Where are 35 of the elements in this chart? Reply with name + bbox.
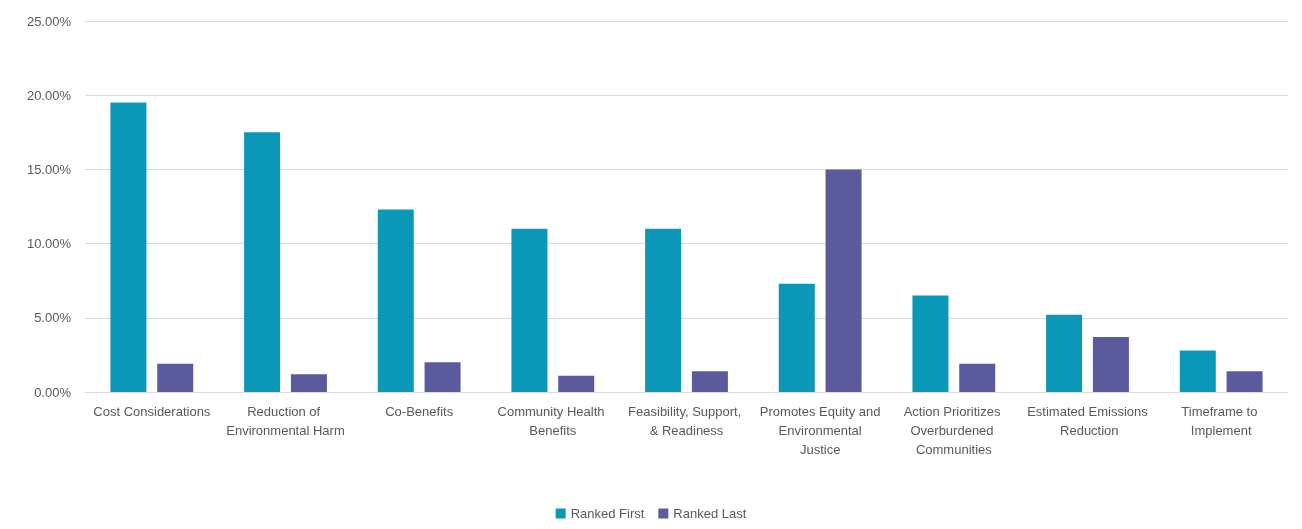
- y-tick-label: 20.00%: [26, 87, 72, 103]
- legend-label: Ranked Last: [673, 506, 747, 521]
- bar: [424, 362, 461, 392]
- x-tick-label: Community Health Benefits: [497, 404, 609, 438]
- x-tick-label: Timeframe to Implement: [1181, 404, 1262, 438]
- bar: [511, 228, 548, 392]
- x-tick-label: Feasibility, Support, & Readiness: [628, 404, 745, 438]
- bar: [1092, 337, 1129, 392]
- bar: [244, 132, 281, 392]
- bar: [157, 363, 194, 392]
- y-tick-label: 0.00%: [34, 384, 72, 400]
- y-tick-label: 15.00%: [26, 161, 72, 177]
- y-tick-label: 5.00%: [34, 310, 72, 326]
- x-tick-label: Promotes Equity and Environmental Justice: [759, 404, 881, 457]
- bar: [290, 374, 327, 392]
- bar: [959, 363, 996, 392]
- x-tick-label: Cost Considerations: [93, 404, 211, 419]
- bar: [377, 209, 414, 392]
- bar: [1179, 350, 1216, 392]
- legend-label: Ranked First: [570, 506, 645, 521]
- x-tick-label: Co-Benefits: [385, 404, 454, 419]
- bar: [645, 228, 682, 392]
- bar: [1046, 314, 1083, 392]
- bar: [1226, 371, 1263, 392]
- x-tick-label: Reduction of Environmental Harm: [226, 404, 345, 438]
- y-tick-label: 25.00%: [26, 13, 72, 29]
- bar: [778, 283, 815, 392]
- bar: [558, 375, 595, 392]
- bar: [691, 371, 728, 392]
- bar: [825, 169, 862, 392]
- bar: [912, 295, 949, 392]
- y-tick-label: 10.00%: [26, 236, 72, 252]
- bar: [110, 102, 147, 392]
- x-tick-label: Action Prioritizes Overburdened Communities: [903, 404, 1005, 457]
- x-tick-label: Estimated Emissions Reduction: [1027, 404, 1149, 438]
